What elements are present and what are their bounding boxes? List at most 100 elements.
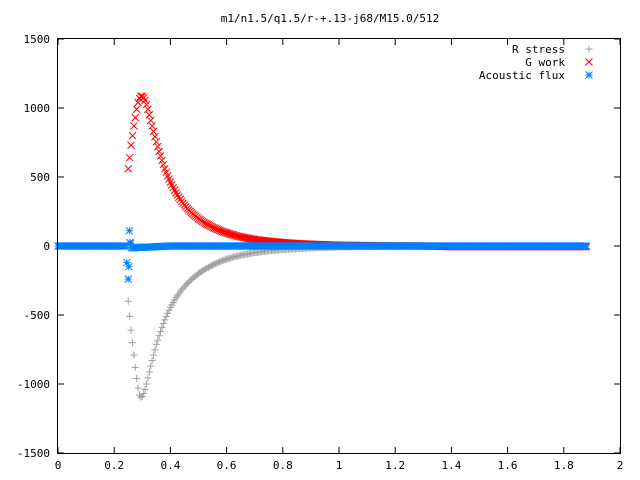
data-point bbox=[219, 228, 228, 236]
axis-ticks: 0 0.2 0.4 0.6 0.8 1 1.2 1.4 1.6 1.8 2150010005000-… bbox=[17, 33, 623, 472]
legend-marker bbox=[585, 58, 593, 66]
data-point bbox=[173, 191, 182, 199]
y-tick-label: -1000 bbox=[17, 378, 50, 391]
data-point bbox=[151, 132, 159, 141]
chart-title: m1/n1.5/q1.5/r-+.13-j68/M15.0/512 bbox=[221, 12, 440, 25]
data-point bbox=[124, 164, 133, 173]
y-tick-label: 1500 bbox=[24, 33, 51, 46]
data-point bbox=[141, 386, 149, 394]
data-point bbox=[124, 275, 133, 283]
data-point bbox=[153, 142, 162, 151]
data-point bbox=[133, 374, 141, 382]
series-acoustic-flux bbox=[54, 226, 591, 283]
x-tick-label: 0.8 bbox=[273, 459, 293, 472]
data-point bbox=[152, 341, 160, 349]
data-point bbox=[130, 351, 138, 359]
series-g-work bbox=[124, 92, 591, 251]
legend-marker bbox=[585, 45, 593, 53]
data-point bbox=[124, 297, 132, 305]
x-tick-label: 1.2 bbox=[385, 459, 405, 472]
x-tick-label: 0.6 bbox=[217, 459, 237, 472]
data-point bbox=[215, 226, 224, 235]
data-point bbox=[158, 156, 166, 165]
data-point bbox=[134, 98, 142, 107]
x-tick-label: 0.2 bbox=[104, 459, 124, 472]
legend-label: R stress bbox=[512, 43, 565, 56]
data-point bbox=[164, 309, 172, 317]
data-point bbox=[131, 113, 140, 122]
legend-label: Acoustic flux bbox=[479, 69, 565, 82]
data-point bbox=[146, 116, 155, 125]
data-point bbox=[125, 153, 134, 162]
plot-frame bbox=[57, 38, 621, 454]
data-point bbox=[221, 228, 230, 237]
data-point bbox=[144, 105, 152, 114]
data-point bbox=[140, 390, 148, 398]
data-point bbox=[226, 230, 235, 239]
data-point bbox=[224, 229, 232, 238]
y-tick-label: -500 bbox=[24, 309, 51, 322]
data-point bbox=[145, 368, 153, 376]
data-point bbox=[222, 229, 231, 237]
data-point bbox=[148, 357, 156, 365]
series-layer bbox=[54, 92, 591, 401]
data-point bbox=[161, 316, 169, 324]
x-tick-label: 1 bbox=[336, 459, 343, 472]
data-point bbox=[128, 339, 136, 347]
data-point bbox=[147, 362, 155, 370]
data-point bbox=[582, 242, 591, 250]
data-point bbox=[172, 189, 180, 197]
data-point bbox=[125, 226, 134, 235]
legend-label: G work bbox=[525, 56, 565, 69]
data-point bbox=[155, 147, 164, 156]
y-tick-label: 0 bbox=[43, 240, 50, 253]
data-point bbox=[162, 313, 170, 321]
data-point bbox=[151, 346, 159, 354]
data-point bbox=[159, 320, 167, 328]
data-point bbox=[149, 127, 158, 136]
data-point bbox=[144, 374, 152, 382]
data-point bbox=[126, 312, 134, 320]
data-point bbox=[157, 328, 165, 336]
data-point bbox=[225, 230, 234, 238]
data-point bbox=[130, 122, 138, 130]
x-tick-label: 0 bbox=[55, 459, 62, 472]
data-point bbox=[174, 193, 183, 202]
data-point bbox=[228, 230, 237, 239]
data-point bbox=[229, 231, 238, 239]
data-point bbox=[127, 141, 135, 150]
x-tick-label: 0.4 bbox=[160, 459, 180, 472]
data-point bbox=[128, 131, 137, 140]
data-point bbox=[156, 152, 165, 160]
y-tick-label: 1000 bbox=[24, 102, 51, 115]
data-point bbox=[150, 351, 158, 359]
data-point bbox=[124, 262, 133, 271]
data-point bbox=[217, 227, 225, 235]
x-tick-label: 1.8 bbox=[554, 459, 574, 472]
data-point bbox=[131, 363, 139, 371]
data-point bbox=[141, 96, 149, 105]
data-point bbox=[127, 326, 135, 334]
series-r-stress bbox=[124, 242, 590, 401]
y-tick-label: -1500 bbox=[17, 447, 50, 460]
data-point bbox=[155, 332, 163, 340]
data-point bbox=[176, 195, 185, 204]
legend-marker bbox=[585, 71, 593, 79]
data-point bbox=[143, 380, 151, 388]
data-point bbox=[134, 384, 142, 392]
data-point bbox=[145, 111, 154, 119]
data-point bbox=[154, 336, 162, 344]
y-tick-label: 500 bbox=[30, 171, 50, 184]
data-point bbox=[158, 323, 166, 331]
x-tick-label: 2 bbox=[617, 459, 624, 472]
data-point bbox=[148, 122, 156, 130]
data-point bbox=[152, 137, 161, 146]
data-point bbox=[142, 100, 151, 109]
data-point bbox=[132, 105, 141, 114]
data-point bbox=[159, 160, 168, 169]
data-point bbox=[165, 306, 173, 314]
x-tick-label: 1.4 bbox=[441, 459, 461, 472]
data-point bbox=[218, 227, 227, 236]
